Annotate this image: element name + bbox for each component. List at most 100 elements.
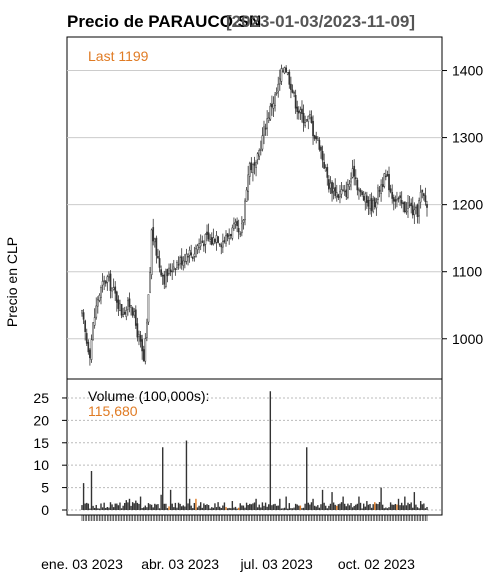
- candle-body: [311, 117, 312, 123]
- candle: [180, 256, 181, 269]
- candle-body: [149, 273, 150, 292]
- candle-body: [130, 305, 131, 307]
- candle-body: [183, 261, 184, 266]
- candle: [362, 190, 363, 196]
- candle: [134, 308, 135, 318]
- volume-bar: [391, 505, 392, 510]
- volume-bar: [130, 506, 131, 510]
- candle-body: [222, 241, 223, 247]
- candle-body: [248, 175, 249, 192]
- volume-bar: [266, 507, 267, 510]
- volume-bar: [262, 502, 263, 510]
- volume-bar: [211, 507, 212, 510]
- candle: [162, 273, 163, 285]
- volume-bar: [134, 503, 135, 510]
- volume-bar: [214, 503, 215, 510]
- candle: [355, 169, 356, 185]
- candle: [384, 173, 385, 188]
- x-tick-label: oct. 02 2023: [338, 556, 415, 572]
- candle-body: [382, 185, 383, 187]
- candle: [110, 270, 111, 298]
- candle-body: [388, 174, 389, 190]
- candle: [327, 164, 328, 186]
- volume-bar: [395, 504, 396, 510]
- candle: [83, 309, 84, 324]
- candle-body: [206, 232, 207, 235]
- candle: [425, 188, 426, 206]
- candle: [382, 177, 383, 192]
- candle: [167, 269, 168, 283]
- candle: [290, 77, 291, 98]
- candle-body: [205, 234, 206, 244]
- candle-body: [276, 92, 277, 93]
- candle: [417, 204, 418, 224]
- volume-bar: [227, 508, 228, 510]
- candle-body: [267, 119, 268, 128]
- volume-bar: [184, 507, 185, 510]
- volume-bar: [247, 505, 248, 510]
- candle-body: [415, 207, 416, 208]
- volume-bar: [146, 507, 147, 510]
- candle-body: [132, 308, 133, 315]
- volume-label: Volume (100,000s):: [88, 388, 209, 404]
- volume-bar: [396, 505, 397, 510]
- candle: [346, 182, 347, 200]
- candle: [113, 278, 114, 290]
- volume-bar: [190, 506, 191, 510]
- volume-bar: [115, 504, 116, 510]
- volume-bar: [156, 505, 157, 510]
- candle-body: [191, 253, 192, 255]
- candle-body: [346, 190, 347, 197]
- volume-tick-label: 0: [41, 502, 49, 518]
- candle-body: [104, 280, 105, 281]
- candle-body: [301, 109, 302, 114]
- volume-bar: [100, 503, 101, 510]
- candle-body: [119, 304, 120, 311]
- candle-body: [178, 264, 179, 265]
- volume-bar: [398, 499, 399, 510]
- candle-body: [300, 110, 301, 112]
- candle-body: [368, 200, 369, 206]
- volume-bar: [304, 504, 305, 510]
- candle-body: [407, 203, 408, 209]
- candle-body: [406, 211, 407, 212]
- volume-bar: [292, 508, 293, 510]
- candle-body: [377, 188, 378, 200]
- candle: [176, 260, 177, 270]
- volume-bar: [415, 505, 416, 510]
- candle: [360, 188, 361, 196]
- volume-bar: [390, 502, 391, 510]
- volume-bar: [331, 492, 332, 510]
- candle: [126, 306, 127, 320]
- candle-body: [344, 191, 345, 192]
- candle: [143, 346, 144, 362]
- candle-body: [199, 244, 200, 248]
- volume-bar: [289, 503, 290, 510]
- candle-body: [278, 84, 279, 91]
- candle-body: [159, 258, 160, 267]
- candle: [257, 152, 258, 164]
- candle-body: [151, 230, 152, 275]
- candle: [127, 297, 128, 316]
- candle: [368, 196, 369, 215]
- volume-bar: [238, 508, 239, 510]
- candle: [211, 232, 212, 245]
- candle: [395, 196, 396, 209]
- candle: [324, 154, 325, 169]
- volume-bar: [160, 495, 161, 510]
- price-tick-label: 1200: [452, 197, 483, 213]
- candle: [238, 220, 239, 240]
- candle: [415, 205, 416, 214]
- volume-bar: [295, 504, 296, 510]
- candle-body: [172, 271, 173, 272]
- volume-bar: [341, 502, 342, 510]
- candle-body: [270, 106, 271, 119]
- candle-body: [284, 68, 285, 73]
- volume-bar: [173, 507, 174, 510]
- candle-body: [279, 79, 280, 84]
- candle-body: [274, 95, 275, 106]
- volume-bar: [86, 503, 87, 510]
- volume-bar: [276, 506, 277, 510]
- candle: [248, 166, 249, 201]
- candle-body: [255, 162, 256, 167]
